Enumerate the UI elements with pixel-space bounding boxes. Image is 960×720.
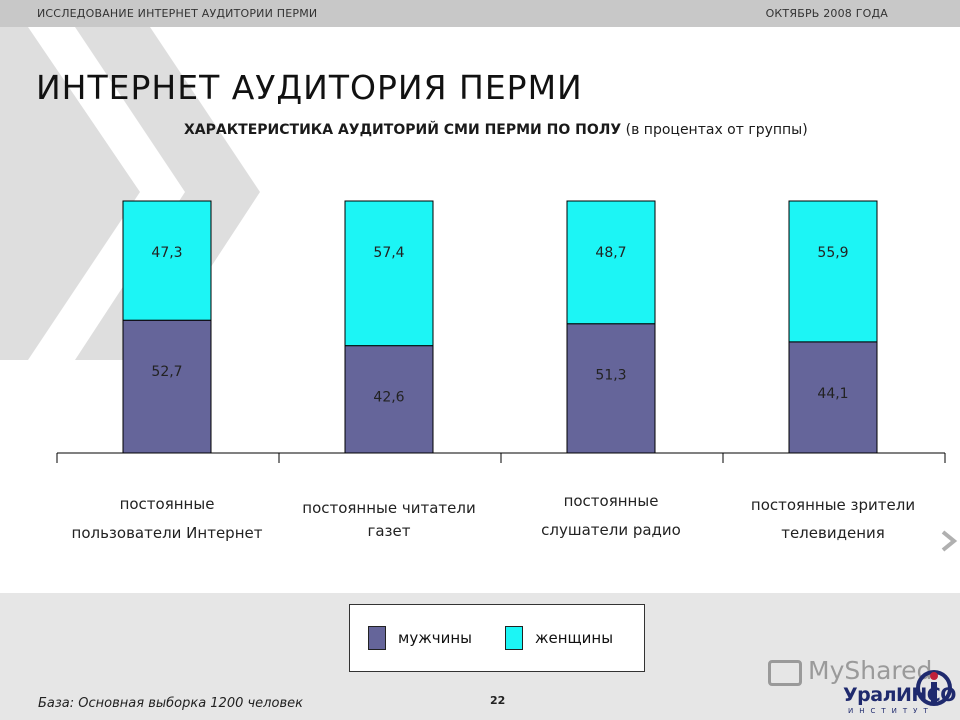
header-bar: ИССЛЕДОВАНИЕ ИНТЕРНЕТ АУДИТОРИИ ПЕРМИ ОК… — [0, 0, 960, 27]
chart-title: ХАРАКТЕРИСТИКА АУДИТОРИЙ СМИ ПЕРМИ ПО ПО… — [184, 122, 622, 138]
category-label-2: газет — [367, 522, 410, 540]
category-label-4: телевидения — [781, 524, 885, 542]
page-title: ИНТЕРНЕТ АУДИТОРИЯ ПЕРМИ — [36, 68, 583, 108]
sample-base-note: База: Основная выборка 1200 человек — [38, 696, 303, 711]
category-label-4: постоянные зрители — [751, 496, 915, 514]
category-label-1: пользователи Интернет — [72, 524, 263, 542]
data-label-women-4: 55,9 — [817, 245, 848, 261]
data-label-men-2: 42,6 — [373, 390, 404, 406]
data-label-women-1: 47,3 — [151, 245, 182, 261]
bar-women-3 — [566, 200, 656, 325]
header-left-text: ИССЛЕДОВАНИЕ ИНТЕРНЕТ АУДИТОРИИ ПЕРМИ — [37, 7, 318, 20]
bar-women-4 — [788, 200, 878, 343]
category-label-3: слушатели радио — [541, 521, 681, 539]
data-label-women-3: 48,7 — [595, 245, 626, 261]
legend-item-men: мужчины — [368, 626, 472, 650]
chart-subtitle: ХАРАКТЕРИСТИКА АУДИТОРИЙ СМИ ПЕРМИ ПО ПО… — [184, 122, 808, 138]
company-logo-text: УралИНСО — [843, 684, 956, 706]
data-label-men-1: 52,7 — [151, 364, 182, 380]
category-label-1: постоянные — [120, 495, 215, 513]
data-label-men-3: 51,3 — [595, 368, 626, 384]
legend-swatch-men — [368, 626, 386, 650]
chart-legend: мужчины женщины — [349, 604, 645, 672]
bar-men-3 — [566, 323, 656, 454]
legend-label-women: женщины — [535, 629, 614, 647]
bar-men-2 — [344, 345, 434, 454]
watermark-icon — [768, 660, 802, 686]
stacked-bar-chart: 52,7 47,3 постоянные пользователи Интернет 4… — [56, 200, 946, 542]
logo-figure-icon — [916, 670, 952, 706]
chart-units: (в процентах от группы) — [625, 122, 808, 138]
page-number: 22 — [490, 694, 506, 707]
data-label-men-4: 44,1 — [817, 386, 848, 402]
watermark-text: MyShared — [808, 656, 933, 685]
company-logo-subtitle: ИНСТИТУТ — [848, 707, 934, 715]
bar-women-2 — [344, 200, 434, 347]
legend-swatch-women — [505, 626, 523, 650]
bar-men-1 — [122, 319, 212, 454]
legend-label-men: мужчины — [398, 629, 472, 647]
legend-item-women: женщины — [505, 626, 613, 650]
category-label-3: постоянные — [564, 492, 659, 510]
next-arrow-icon[interactable] — [940, 528, 960, 554]
category-label-2: постоянные читатели — [302, 499, 475, 517]
data-label-women-2: 57,4 — [373, 245, 404, 261]
header-date: ОКТЯБРЬ 2008 ГОДА — [765, 7, 888, 20]
bar-women-1 — [122, 200, 212, 321]
